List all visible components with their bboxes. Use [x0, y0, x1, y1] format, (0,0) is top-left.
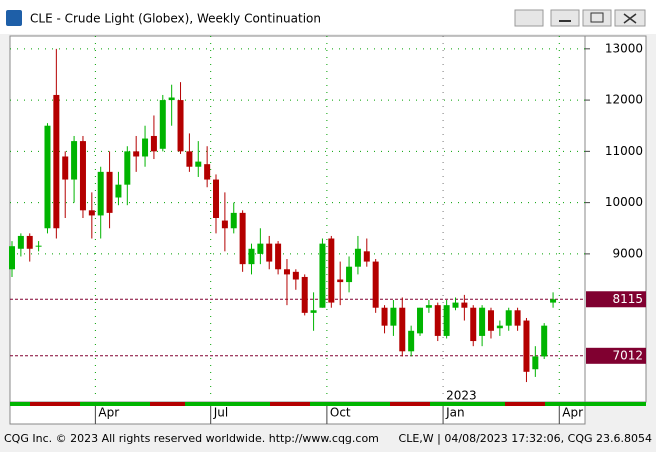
candle-body: [443, 305, 450, 336]
close-icon: [623, 13, 637, 24]
month-strip-segment: [30, 402, 80, 406]
candle-body: [354, 248, 361, 267]
y-tick-label: 9000: [612, 246, 643, 260]
candle-body: [26, 235, 33, 249]
candle-body: [150, 135, 157, 152]
candle-body: [479, 307, 486, 336]
minimize-button[interactable]: [550, 9, 580, 27]
candle-body: [275, 243, 282, 270]
candle-body: [328, 238, 335, 303]
price-label: 8115: [612, 292, 643, 306]
price-label: 7012: [612, 348, 643, 362]
candle-body: [505, 310, 512, 326]
candle-body: [62, 156, 69, 180]
y-tick-label: 10000: [605, 195, 643, 209]
candle-body: [452, 302, 459, 308]
candle-body: [115, 184, 122, 198]
candle-body: [523, 320, 530, 372]
candle-body: [124, 151, 131, 185]
candle-body: [106, 171, 113, 213]
candle-body: [230, 212, 237, 229]
month-strip-segment: [390, 402, 430, 406]
price-label-box: [586, 347, 646, 364]
candle-body: [79, 141, 86, 211]
candle-body: [283, 269, 290, 275]
candle-body: [159, 100, 166, 149]
candle-body: [425, 305, 432, 308]
candle-body: [71, 141, 78, 180]
candle-body: [337, 279, 344, 283]
window-title: CLE - Crude Light (Globex), Weekly Conti…: [30, 12, 321, 26]
y-tick-label: 13000: [605, 41, 643, 55]
candle-body: [399, 307, 406, 352]
candle-body: [53, 94, 60, 229]
candle-body: [257, 243, 264, 254]
year-label: 2023: [446, 389, 477, 403]
candle-body: [221, 220, 228, 229]
plot-area: [9, 35, 586, 403]
footer-left: CQG Inc. © 2023 All rights reserved worl…: [4, 432, 379, 445]
candle-body: [9, 246, 15, 270]
footer-right: CLE,W | 04/08/2023 17:32:06, CQG 23.6.80…: [399, 432, 652, 445]
candle-body: [195, 161, 202, 167]
title-bar: [0, 0, 656, 34]
candle-body: [434, 305, 441, 336]
candle-body: [310, 310, 317, 313]
y-tick-label: 12000: [605, 93, 643, 107]
candle-body: [372, 261, 379, 308]
candle-body: [133, 151, 140, 157]
candle-body: [461, 302, 468, 308]
candle-body: [363, 251, 370, 262]
maximize-button[interactable]: [582, 9, 612, 27]
x-tick-label: Oct: [330, 406, 351, 420]
candle-body: [532, 356, 539, 370]
candle-body: [204, 164, 211, 180]
candle-body: [417, 307, 424, 334]
candle-body: [301, 276, 308, 313]
candle-body: [177, 100, 184, 152]
candle-body: [266, 243, 273, 262]
candle-body: [496, 325, 503, 329]
price-label-box: [586, 291, 646, 308]
candle-body: [514, 310, 521, 326]
month-strip-segment: [150, 402, 185, 406]
candle-body: [390, 307, 397, 326]
candle-body: [408, 330, 415, 352]
candle-body: [248, 248, 255, 265]
x-tick-label: Apr: [98, 406, 119, 420]
link-button[interactable]: [514, 9, 544, 27]
month-strip: [10, 402, 646, 406]
candle-body: [168, 97, 175, 101]
candle-body: [213, 179, 220, 218]
candle-body: [44, 125, 51, 229]
x-tick-label: Jan: [445, 406, 465, 420]
price-axis: [584, 35, 647, 403]
candle-body: [487, 310, 494, 331]
candle-body: [239, 212, 246, 265]
candle-body: [142, 138, 149, 157]
candle-body: [470, 307, 477, 342]
candle-body: [319, 243, 326, 308]
month-strip-segment: [505, 402, 545, 406]
maximize-icon: [590, 12, 604, 23]
candle-body: [88, 210, 95, 216]
candle-body: [541, 325, 548, 357]
candle-body: [381, 307, 388, 326]
candle-body: [292, 271, 299, 280]
x-tick-label: Apr: [562, 406, 583, 420]
app-icon: [6, 10, 22, 26]
x-tick-label: Jul: [213, 406, 228, 420]
candle-body: [186, 151, 193, 167]
candle-body: [346, 266, 353, 283]
candle-body: [17, 235, 24, 249]
candle-body: [97, 171, 104, 216]
candle-body: [35, 245, 42, 247]
status-bar: [0, 430, 656, 448]
y-tick-label: 11000: [605, 144, 643, 158]
month-strip-segment: [270, 402, 310, 406]
candle-body: [550, 299, 557, 303]
